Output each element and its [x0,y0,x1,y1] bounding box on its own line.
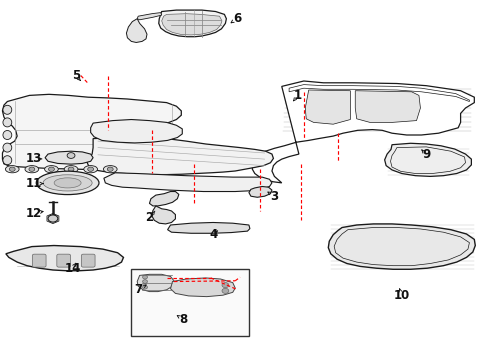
Ellipse shape [3,143,12,152]
Polygon shape [159,10,226,37]
Polygon shape [385,143,471,176]
Polygon shape [104,173,272,192]
Text: 14: 14 [64,262,81,275]
Circle shape [107,167,113,171]
Polygon shape [152,206,175,224]
Polygon shape [168,222,250,233]
Circle shape [29,167,35,171]
Text: 6: 6 [234,12,242,24]
Circle shape [48,215,58,222]
Polygon shape [149,192,179,206]
Circle shape [143,285,147,289]
Text: 8: 8 [180,313,188,326]
Circle shape [67,153,75,158]
Polygon shape [305,90,350,124]
Polygon shape [91,120,182,143]
FancyBboxPatch shape [81,254,95,267]
Ellipse shape [3,130,12,139]
Ellipse shape [3,156,12,165]
Ellipse shape [3,105,12,114]
Circle shape [88,167,94,171]
Circle shape [49,167,54,171]
Polygon shape [355,91,420,122]
Text: 9: 9 [422,148,430,161]
Circle shape [143,280,147,283]
Text: 3: 3 [270,190,278,203]
Circle shape [68,167,74,171]
Text: 12: 12 [25,207,42,220]
Circle shape [222,283,229,288]
Ellipse shape [103,166,117,173]
Polygon shape [2,94,181,170]
FancyBboxPatch shape [32,254,46,267]
Polygon shape [87,138,273,175]
Text: 10: 10 [393,289,410,302]
FancyBboxPatch shape [131,269,249,336]
Text: 2: 2 [146,211,153,224]
Ellipse shape [43,175,92,191]
Ellipse shape [3,118,12,127]
Polygon shape [126,19,147,42]
Text: 5: 5 [72,69,80,82]
Text: 13: 13 [25,152,42,165]
Ellipse shape [84,166,98,173]
Circle shape [9,167,15,171]
FancyBboxPatch shape [57,254,71,267]
Circle shape [143,275,147,279]
Polygon shape [328,224,475,269]
Ellipse shape [5,166,19,173]
Polygon shape [252,81,474,183]
Circle shape [222,288,229,293]
Polygon shape [137,274,174,292]
Polygon shape [171,278,235,297]
Ellipse shape [64,166,78,173]
Text: 4: 4 [209,228,217,241]
Polygon shape [249,186,272,197]
Ellipse shape [25,166,39,173]
Text: 7: 7 [134,283,142,296]
Ellipse shape [36,171,99,194]
Text: 1: 1 [294,89,302,102]
Ellipse shape [45,166,58,173]
Polygon shape [137,13,162,20]
Polygon shape [162,14,222,35]
Text: 11: 11 [25,177,42,190]
Polygon shape [6,246,123,271]
Polygon shape [45,151,93,164]
Ellipse shape [54,178,81,188]
